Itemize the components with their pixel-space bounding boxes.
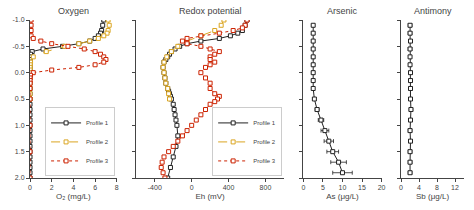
svg-text:0: 0: [399, 184, 403, 191]
svg-text:20: 20: [378, 184, 386, 191]
svg-text:0: 0: [301, 184, 305, 191]
svg-text:0: 0: [190, 184, 194, 191]
svg-text:0.5: 0.5: [15, 95, 25, 102]
svg-text:Antimony: Antimony: [414, 6, 452, 16]
svg-text:12: 12: [451, 184, 459, 191]
svg-text:Arsenic: Arsenic: [327, 6, 358, 16]
svg-text:1.0: 1.0: [15, 122, 25, 129]
svg-text:1.5: 1.5: [15, 148, 25, 155]
svg-text:10: 10: [339, 184, 347, 191]
svg-text:Profile 1: Profile 1: [86, 120, 109, 126]
svg-text:8: 8: [435, 184, 439, 191]
svg-text:Profile 3: Profile 3: [253, 158, 276, 164]
svg-text:4: 4: [417, 184, 421, 191]
svg-text:Profile 1: Profile 1: [253, 120, 276, 126]
svg-text:8: 8: [115, 184, 119, 191]
svg-text:Eh (mV): Eh (mV): [195, 192, 225, 201]
svg-text:2: 2: [50, 184, 54, 191]
svg-text:4: 4: [71, 184, 75, 191]
svg-text:2.0: 2.0: [15, 174, 25, 181]
svg-text:0.0: 0.0: [15, 69, 25, 76]
svg-text:Profile 3: Profile 3: [86, 158, 109, 164]
svg-text:800: 800: [260, 184, 272, 191]
svg-text:15: 15: [358, 184, 366, 191]
svg-text:As (μg/L): As (μg/L): [326, 192, 359, 201]
svg-text:Profile 2: Profile 2: [86, 139, 109, 145]
svg-text:-400: -400: [148, 184, 162, 191]
svg-text:0: 0: [28, 184, 32, 191]
svg-text:-1.0: -1.0: [13, 16, 25, 23]
svg-text:Profile 2: Profile 2: [253, 139, 276, 145]
svg-text:Sb (μg/L): Sb (μg/L): [416, 192, 449, 201]
svg-text:Oxygen: Oxygen: [58, 6, 89, 16]
svg-text:400: 400: [223, 184, 235, 191]
svg-text:Redox potential: Redox potential: [179, 6, 242, 16]
svg-text:-0.5: -0.5: [13, 43, 25, 50]
svg-text:O₂ (mg/L): O₂ (mg/L): [56, 192, 91, 201]
svg-text:5: 5: [321, 184, 325, 191]
svg-text:6: 6: [93, 184, 97, 191]
